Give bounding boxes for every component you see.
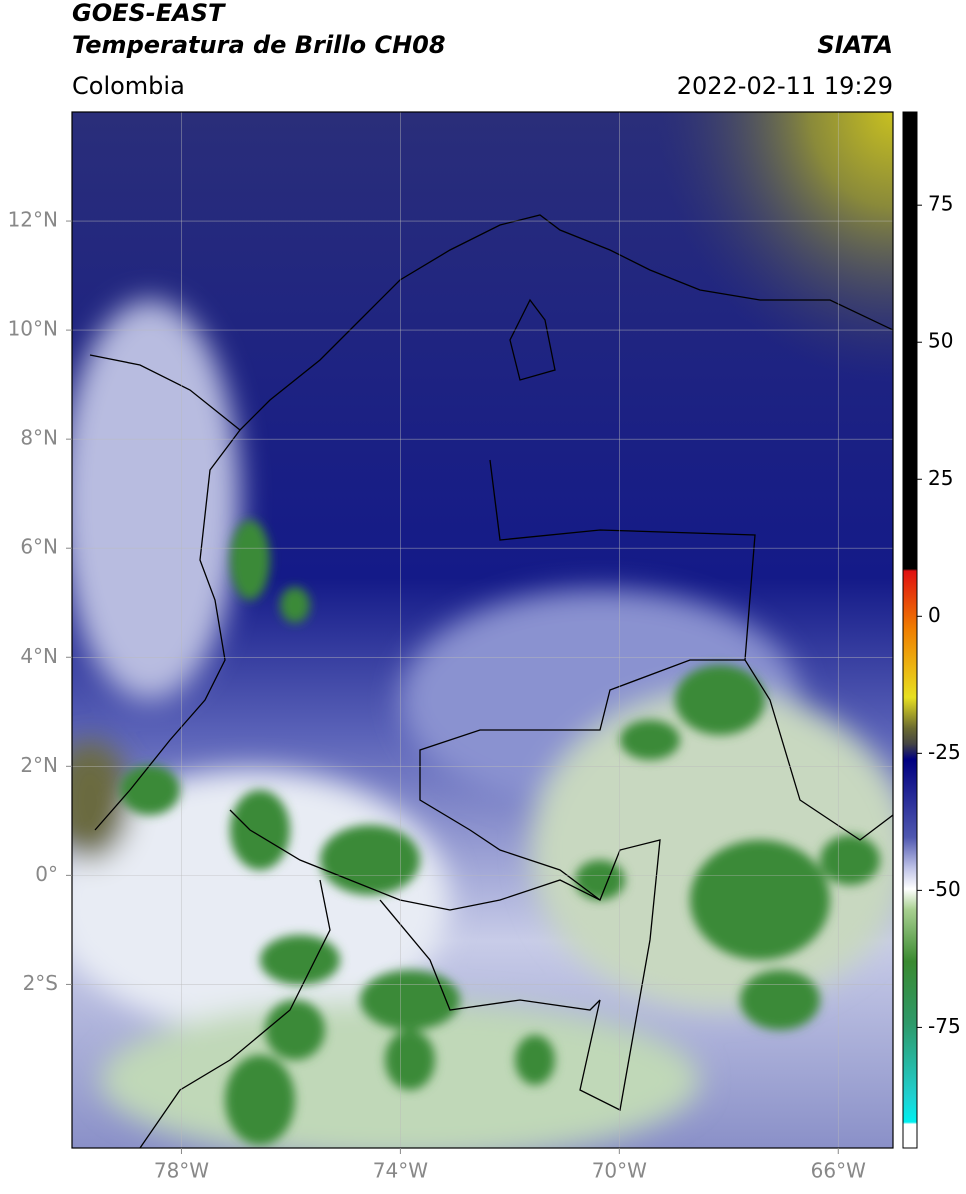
y-tick-label: 10°N bbox=[8, 317, 58, 341]
colorbar-tick-label: -75 bbox=[928, 1014, 961, 1038]
region: Colombia bbox=[72, 72, 185, 100]
x-tick-label: 66°W bbox=[811, 1159, 866, 1183]
colorbar bbox=[902, 111, 918, 1149]
y-tick-label: 0° bbox=[35, 862, 58, 886]
title-line2: Temperatura de Brillo CH08 bbox=[72, 31, 446, 59]
colorbar-tick-label: 0 bbox=[928, 603, 941, 627]
colorbar-tick-label: -25 bbox=[928, 740, 961, 764]
y-tick-label: 2°N bbox=[20, 753, 58, 777]
source: SIATA bbox=[817, 31, 893, 59]
y-tick-label: 12°N bbox=[8, 208, 58, 232]
y-tick-label: 8°N bbox=[20, 426, 58, 450]
title-line1: GOES-EAST bbox=[72, 0, 226, 27]
x-tick-label: 70°W bbox=[592, 1159, 647, 1183]
y-tick-label: 4°N bbox=[20, 644, 58, 668]
datetime: 2022-02-11 19:29 bbox=[677, 72, 893, 100]
colorbar-tick-label: 50 bbox=[928, 329, 953, 353]
map-frame bbox=[71, 111, 894, 1149]
x-tick-label: 78°W bbox=[154, 1159, 209, 1183]
colorbar-tick-label: 75 bbox=[928, 192, 953, 216]
x-tick-label: 74°W bbox=[373, 1159, 428, 1183]
satellite-image bbox=[72, 112, 893, 1148]
y-tick-label: 2°S bbox=[23, 971, 58, 995]
y-tick-label: 6°N bbox=[20, 535, 58, 559]
colorbar-tick-label: -50 bbox=[928, 877, 961, 901]
colorbar-tick-label: 25 bbox=[928, 466, 953, 490]
